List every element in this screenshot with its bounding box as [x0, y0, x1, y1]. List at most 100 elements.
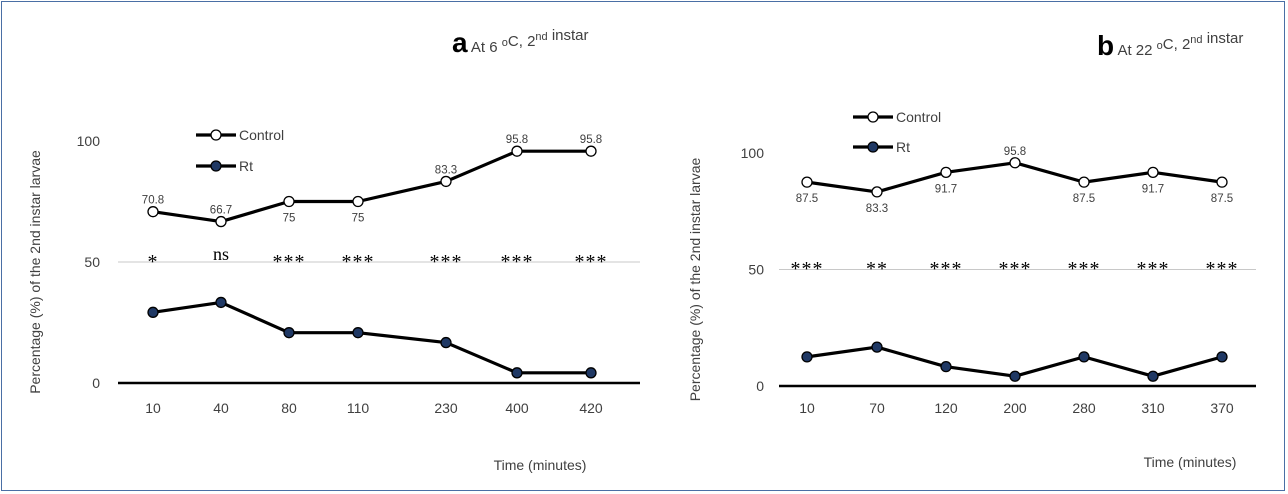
data-point-control [801, 176, 813, 188]
panel-letter: a [452, 27, 468, 58]
x-tick-label: 400 [505, 400, 529, 416]
title-superscript: nd [1190, 34, 1202, 46]
x-tick-label: 370 [1210, 400, 1234, 416]
significance-marker: *** [501, 251, 534, 273]
data-point-control [352, 195, 364, 208]
title-unit: C, 2 [508, 33, 536, 50]
title-superscript: nd [535, 31, 547, 43]
data-point-control [1078, 176, 1090, 188]
data-point-control [511, 145, 523, 157]
chart-title: b At 22 oC, 2nd instar [1097, 30, 1243, 61]
data-point-rt [147, 306, 159, 318]
significance-marker: *** [930, 258, 963, 280]
y-tick-label: 100 [77, 133, 101, 149]
x-tick-label: 230 [434, 400, 458, 416]
data-point-rt [940, 361, 952, 373]
data-point-control [585, 145, 597, 157]
data-point-rt [283, 327, 295, 339]
data-point-rt [585, 367, 597, 379]
significance-marker: *** [430, 251, 463, 273]
y-tick-label: 50 [84, 254, 100, 270]
title-prefix: At 6 [468, 39, 502, 56]
significance-marker: * [148, 251, 159, 273]
y-tick-label: 100 [741, 145, 765, 161]
data-label: 70.8 [142, 195, 164, 207]
chart-title: a At 6 oC, 2nd instar [452, 27, 589, 58]
data-label: 91.7 [1142, 183, 1164, 195]
y-axis-label: Percentage (%) of the 2nd instar larvae [27, 150, 43, 394]
significance-marker: ns [213, 244, 229, 264]
data-point-control [1147, 166, 1159, 178]
y-tick-label: 50 [748, 262, 764, 278]
data-label: 75 [283, 213, 296, 225]
significance-marker: *** [791, 258, 824, 280]
legend-label: Rt [239, 158, 253, 174]
x-tick-label: 310 [1141, 400, 1165, 416]
legend-label: Control [239, 127, 284, 143]
x-axis-label: Time (minutes) [494, 457, 587, 473]
data-point-rt [1078, 351, 1090, 363]
x-tick-label: 200 [1003, 400, 1027, 416]
title-prefix: At 22 [1114, 42, 1157, 59]
data-point-rt [801, 351, 813, 363]
data-point-control [283, 195, 295, 208]
significance-marker: *** [1206, 258, 1239, 280]
data-point-control [1216, 176, 1228, 188]
data-label: 95.8 [1004, 146, 1026, 158]
legend-label: Rt [896, 139, 910, 155]
data-label: 87.5 [1211, 193, 1233, 205]
data-point-rt [871, 341, 883, 353]
x-tick-label: 40 [213, 400, 229, 416]
data-point-rt [440, 336, 452, 349]
data-point-control [147, 206, 159, 218]
data-label: 75 [352, 213, 365, 225]
significance-marker: *** [1137, 258, 1170, 280]
significance-marker: *** [342, 251, 375, 273]
significance-marker: *** [273, 251, 306, 273]
data-point-rt [215, 296, 227, 309]
data-point-control [215, 215, 227, 228]
panel-letter: b [1097, 30, 1114, 61]
data-label: 87.5 [1073, 193, 1095, 205]
x-tick-label: 420 [579, 400, 603, 416]
data-point-rt [511, 367, 523, 379]
title-suffix: instar [548, 27, 589, 44]
legend-marker [867, 141, 879, 153]
x-axis-label: Time (minutes) [1144, 454, 1237, 470]
data-point-rt [352, 327, 364, 339]
x-tick-label: 80 [281, 400, 297, 416]
data-point-rt [1216, 351, 1228, 363]
y-tick-label: 0 [756, 378, 764, 394]
legend-marker [210, 160, 222, 172]
data-label: 91.7 [935, 183, 957, 195]
y-axis-label: Percentage (%) of the 2nd instar larvae [687, 157, 703, 401]
significance-marker: *** [575, 251, 608, 273]
data-point-control [940, 166, 952, 178]
legend-marker [210, 129, 222, 141]
title-suffix: instar [1203, 30, 1244, 47]
y-tick-label: 0 [92, 375, 100, 391]
legend-label: Control [896, 109, 941, 125]
data-point-control [871, 186, 883, 198]
series-line-rt [152, 300, 591, 375]
significance-marker: *** [1068, 258, 1101, 280]
data-point-control [440, 175, 452, 188]
data-label: 87.5 [796, 193, 818, 205]
title-degree-mark: o [1157, 40, 1163, 52]
chart-panel-a: a At 6 oC, 2nd instar Percentage (%) of t… [27, 27, 640, 473]
x-tick-label: 110 [347, 400, 370, 416]
x-tick-label: 10 [145, 400, 161, 416]
data-label: 83.3 [435, 164, 457, 176]
x-tick-label: 120 [934, 400, 958, 416]
data-label: 83.3 [866, 203, 888, 215]
data-point-control [1009, 157, 1021, 169]
data-point-rt [1009, 370, 1021, 382]
significance-marker: *** [999, 258, 1032, 280]
x-tick-label: 280 [1072, 400, 1096, 416]
data-point-rt [1147, 370, 1159, 382]
title-unit: C, 2 [1163, 36, 1191, 53]
data-label: 66.7 [210, 205, 232, 217]
x-tick-label: 10 [799, 400, 815, 416]
